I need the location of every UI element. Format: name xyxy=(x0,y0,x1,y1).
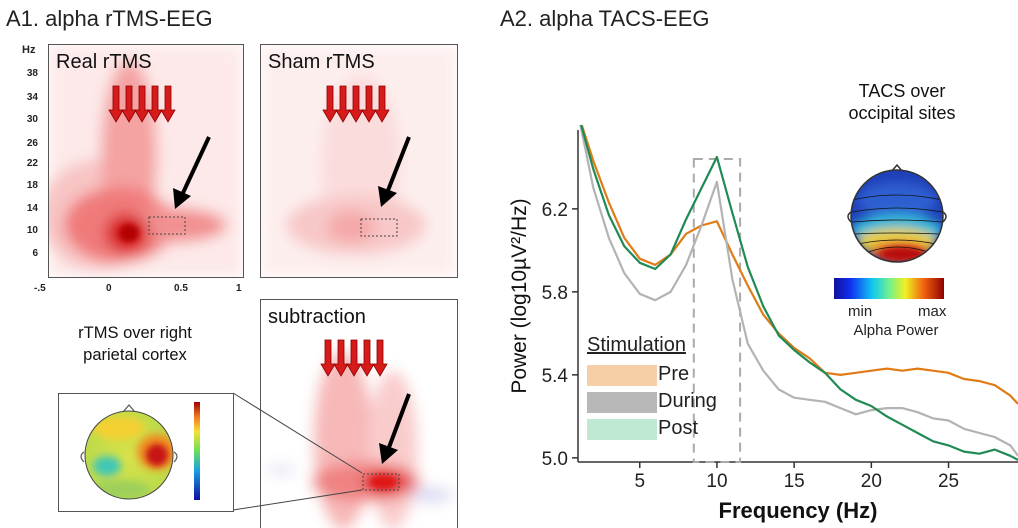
rtms-note-line1: rTMS over right xyxy=(78,324,192,342)
y-tick-label: 5.4 xyxy=(542,366,569,387)
colorbar-title: Alpha Power xyxy=(853,322,939,339)
y-axis-label: Power (log10µV²/Hz) xyxy=(508,198,531,393)
series-line-pre xyxy=(580,125,1018,405)
y-tick-label: 5.0 xyxy=(542,449,568,470)
legend-swatch xyxy=(587,392,657,413)
colorbar-max: max xyxy=(918,303,947,320)
pointer-arrow xyxy=(173,136,211,209)
time-tick-label: 0.5 xyxy=(174,283,188,294)
legend-item-pre: Pre xyxy=(587,363,727,387)
series-line-post xyxy=(580,125,1018,461)
hz-tick-label: 14 xyxy=(26,203,38,214)
y-tick-label: 6.2 xyxy=(542,200,568,221)
hz-tick-label: 6 xyxy=(32,248,38,259)
subtraction-panel: subtraction xyxy=(260,299,458,528)
tacs-location-note: TACS over occipital sites xyxy=(812,80,992,124)
legend-title: Stimulation xyxy=(587,334,686,356)
legend-item-during: During xyxy=(587,390,727,414)
time-tick-label: 0 xyxy=(106,283,112,294)
subtraction-heatmap xyxy=(261,300,457,528)
series-line-during xyxy=(579,125,1018,457)
stim-arrows xyxy=(108,85,176,123)
stimulation-legend: Stimulation Pre During Post xyxy=(587,334,727,444)
hz-tick-label: 34 xyxy=(26,92,38,103)
x-tick-label: 25 xyxy=(938,471,959,492)
tacs-note-line2: occipital sites xyxy=(848,103,956,123)
legend-swatch xyxy=(587,419,657,440)
legend-label: Pre xyxy=(658,363,690,385)
legend-item-post: Post xyxy=(587,417,727,441)
legend-swatch xyxy=(587,365,657,386)
x-tick-label: 20 xyxy=(861,471,882,492)
psd-series xyxy=(579,125,1018,461)
sham-rtms-label: Sham rTMS xyxy=(268,51,375,73)
hz-axis-unit: Hz xyxy=(22,44,36,56)
psd-axes: 5 10 15 20 25 5.0 5.4 5.8 6.2 xyxy=(542,130,1018,492)
rtms-topography-inset xyxy=(58,393,234,512)
rtms-topomap xyxy=(80,402,200,500)
subtraction-label: subtraction xyxy=(268,306,366,328)
x-tick-label: 5 xyxy=(634,471,645,492)
x-axis-label: Frequency (Hz) xyxy=(719,498,878,523)
y-tick-label: 5.8 xyxy=(542,283,568,304)
legend-label: During xyxy=(658,390,717,412)
tacs-note-line1: TACS over xyxy=(858,81,946,101)
real-rtms-label: Real rTMS xyxy=(56,51,152,73)
x-tick-label: 15 xyxy=(784,471,805,492)
hz-tick-label: 26 xyxy=(26,138,38,149)
colorbar-min: min xyxy=(848,303,873,320)
hz-tick-label: 30 xyxy=(26,114,38,125)
sham-rtms-panel: Sham rTMS xyxy=(260,44,458,278)
hz-tick-label: 10 xyxy=(26,225,38,236)
x-tick-label: 10 xyxy=(706,471,727,492)
real-rtms-panel: Real rTMS xyxy=(48,44,244,278)
a1-heading: A1. alpha rTMS-EEG xyxy=(6,6,213,31)
rtms-note-line2: parietal cortex xyxy=(83,346,187,364)
a2-heading: A2. alpha TACS-EEG xyxy=(500,6,710,31)
tacs-colorbar xyxy=(834,278,944,299)
time-tick-label: -.5 xyxy=(34,283,46,294)
legend-label: Post xyxy=(658,417,699,439)
sham-rtms-heatmap xyxy=(261,45,457,277)
rtms-location-note: rTMS over right parietal cortex xyxy=(30,322,240,366)
hz-tick-label: 18 xyxy=(26,180,38,191)
hz-tick-label: 22 xyxy=(26,158,38,169)
hz-tick-label: 38 xyxy=(26,68,38,79)
real-rtms-heatmap xyxy=(49,45,243,277)
time-tick-label: 1 xyxy=(236,283,242,294)
tacs-topomap xyxy=(847,163,947,263)
